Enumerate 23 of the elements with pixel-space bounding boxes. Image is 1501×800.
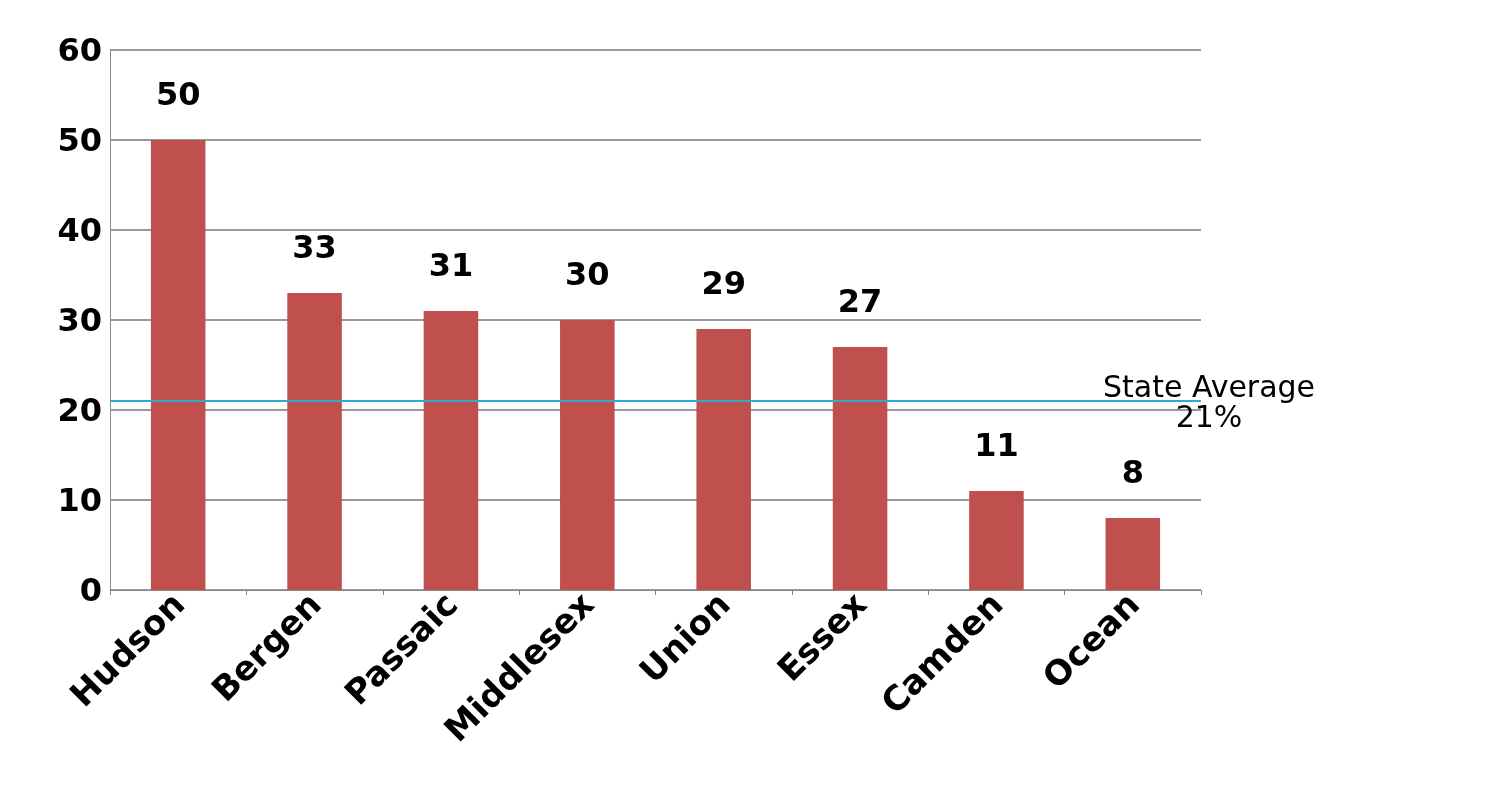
y-tick-label: 30 [57,301,102,339]
bar [969,491,1024,590]
bar [150,140,206,590]
data-label: 29 [701,264,746,302]
y-tick-label: 50 [57,121,102,159]
data-label: 31 [428,246,474,284]
bar [1105,518,1161,590]
data-label: 33 [292,228,337,266]
y-tick-label: 40 [57,211,102,249]
ref-line-label: State Average 21% [1102,368,1316,434]
data-label: 8 [1121,453,1144,491]
y-tick-label: 60 [57,31,102,69]
bar [560,320,615,590]
data-label: 27 [837,282,883,320]
bar [832,347,888,590]
bar [423,311,479,590]
bar [696,329,751,590]
y-tick-label: 10 [57,481,102,519]
y-tick-label: 20 [57,391,102,429]
data-label: 50 [155,75,201,113]
bar [287,293,342,590]
data-label: 30 [565,255,610,293]
data-label: 11 [974,426,1019,464]
